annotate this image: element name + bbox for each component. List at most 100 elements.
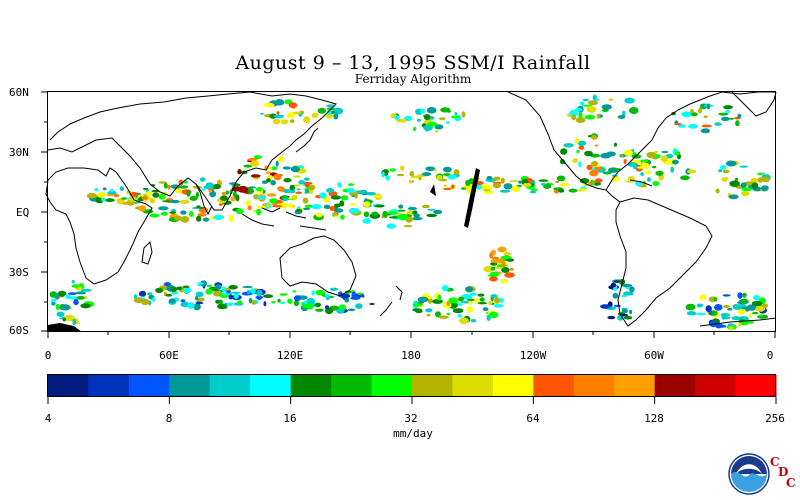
rain-cell bbox=[250, 160, 260, 167]
colorbar-unit: mm/day bbox=[393, 427, 433, 440]
rain-cell bbox=[479, 297, 485, 302]
rain-cell bbox=[563, 143, 574, 148]
rain-cell bbox=[140, 298, 150, 306]
rain-cell bbox=[721, 313, 726, 320]
rain-cell bbox=[578, 161, 582, 168]
rain-cell bbox=[443, 187, 452, 191]
rain-cell bbox=[721, 116, 730, 122]
rain-cell bbox=[654, 150, 658, 154]
rain-cell bbox=[255, 187, 264, 192]
rain-cell bbox=[452, 308, 464, 314]
rain-cell bbox=[627, 176, 635, 181]
rain-cell bbox=[138, 290, 146, 297]
rain-cell bbox=[629, 309, 633, 315]
rain-cell bbox=[195, 301, 204, 305]
rain-cell bbox=[403, 225, 413, 228]
rain-cell bbox=[303, 177, 310, 181]
rain-cell bbox=[221, 286, 226, 293]
rain-cell bbox=[700, 128, 711, 134]
rain-cell bbox=[718, 169, 723, 173]
rain-cell bbox=[303, 116, 311, 124]
rain-cell bbox=[165, 293, 173, 297]
rain-cell bbox=[212, 183, 221, 190]
colorbar-label-128: 128 bbox=[644, 412, 664, 425]
rain-cell bbox=[699, 294, 707, 301]
rain-cell bbox=[371, 211, 379, 216]
rain-cell bbox=[409, 179, 413, 184]
rainfall-pattern bbox=[49, 94, 771, 331]
rain-cell bbox=[187, 302, 195, 309]
rain-cell bbox=[189, 211, 194, 217]
rain-cell bbox=[470, 319, 477, 323]
rain-cell bbox=[497, 246, 507, 253]
lon-label-180: 180 bbox=[401, 349, 421, 362]
rain-cell bbox=[749, 312, 753, 318]
rain-cell bbox=[701, 124, 712, 128]
rain-cell bbox=[614, 142, 617, 147]
rain-cell bbox=[413, 126, 417, 132]
rain-cell bbox=[493, 176, 501, 181]
rain-cell bbox=[574, 137, 580, 144]
rain-cell bbox=[501, 267, 510, 273]
rain-cell bbox=[280, 301, 286, 305]
rain-cell bbox=[315, 308, 324, 312]
rain-cell bbox=[568, 188, 578, 193]
rain-cell bbox=[289, 119, 295, 124]
rain-cell bbox=[601, 104, 612, 110]
rain-cell bbox=[180, 301, 190, 308]
rain-cell bbox=[388, 216, 400, 219]
rain-cell bbox=[354, 192, 358, 199]
rain-cell bbox=[727, 307, 733, 311]
rain-cell bbox=[340, 195, 349, 201]
rain-cell bbox=[719, 325, 727, 328]
rain-cell bbox=[374, 195, 382, 198]
rain-cell bbox=[233, 292, 239, 300]
rain-cell bbox=[477, 293, 485, 297]
rain-cell bbox=[499, 189, 511, 193]
rain-cell bbox=[189, 195, 198, 201]
rain-cell bbox=[314, 302, 321, 308]
rain-cell bbox=[338, 183, 342, 188]
rain-cell bbox=[584, 114, 596, 120]
rain-cell bbox=[461, 111, 466, 118]
rain-cell bbox=[500, 177, 505, 184]
rain-cell bbox=[277, 156, 285, 163]
rain-cell bbox=[288, 203, 294, 209]
rain-cell bbox=[263, 301, 267, 307]
rain-cell bbox=[202, 217, 210, 222]
rain-cell bbox=[282, 166, 291, 170]
rain-cell bbox=[333, 208, 344, 213]
rain-cell bbox=[503, 252, 513, 255]
rain-cell bbox=[572, 158, 579, 163]
rain-cell bbox=[728, 194, 739, 200]
rain-cell bbox=[558, 188, 565, 193]
rain-cell bbox=[426, 107, 437, 114]
rain-cell bbox=[620, 313, 629, 317]
rain-cell bbox=[311, 204, 322, 210]
rain-cell bbox=[437, 294, 442, 301]
rain-cell bbox=[688, 124, 698, 129]
rain-cell bbox=[466, 306, 473, 313]
rain-cell bbox=[55, 303, 60, 311]
rain-cell bbox=[602, 171, 612, 175]
rain-cell bbox=[749, 320, 754, 324]
rain-cell bbox=[235, 194, 240, 201]
rain-cell bbox=[473, 298, 482, 303]
rain-cell bbox=[287, 298, 293, 304]
rain-cell bbox=[435, 130, 439, 133]
rain-cell bbox=[277, 298, 281, 303]
rain-cell bbox=[362, 218, 372, 224]
rain-cell bbox=[483, 265, 494, 273]
rain-cell bbox=[289, 184, 296, 191]
rain-cell bbox=[459, 317, 469, 325]
rain-cell bbox=[465, 286, 473, 293]
north-america-coastline bbox=[507, 91, 776, 191]
rain-cell bbox=[168, 298, 176, 303]
rain-cell bbox=[660, 155, 668, 163]
rain-cell bbox=[762, 303, 768, 309]
rain-cell bbox=[293, 175, 301, 178]
rain-cell bbox=[559, 159, 565, 165]
rain-cell bbox=[290, 165, 300, 173]
rain-cell bbox=[389, 168, 396, 172]
